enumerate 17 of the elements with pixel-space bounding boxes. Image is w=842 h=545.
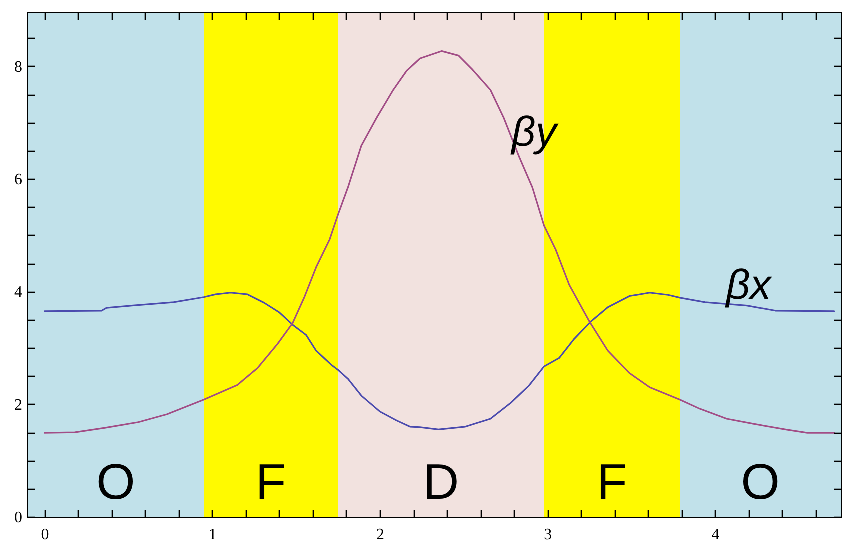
x-tick-label: 0 [41, 526, 50, 544]
x-tick-label: 4 [712, 526, 720, 544]
y-tick-label: 2 [14, 396, 22, 414]
band-label: O [96, 454, 136, 510]
band-label: O [741, 454, 780, 510]
y-tick-label: 4 [14, 284, 22, 302]
band-label: D [423, 454, 460, 510]
y-tick-label: 8 [14, 58, 22, 76]
band-label: F [596, 454, 628, 510]
band-label: F [256, 454, 286, 510]
y-tick-label: 0 [14, 510, 22, 526]
line-series [44, 50, 836, 434]
x-tick-label: 3 [544, 526, 552, 544]
x-tick-label: 2 [376, 526, 385, 544]
series-label: βx [724, 261, 774, 308]
y-tick-label: 6 [14, 172, 22, 189]
x-tick-label: 1 [208, 526, 217, 544]
